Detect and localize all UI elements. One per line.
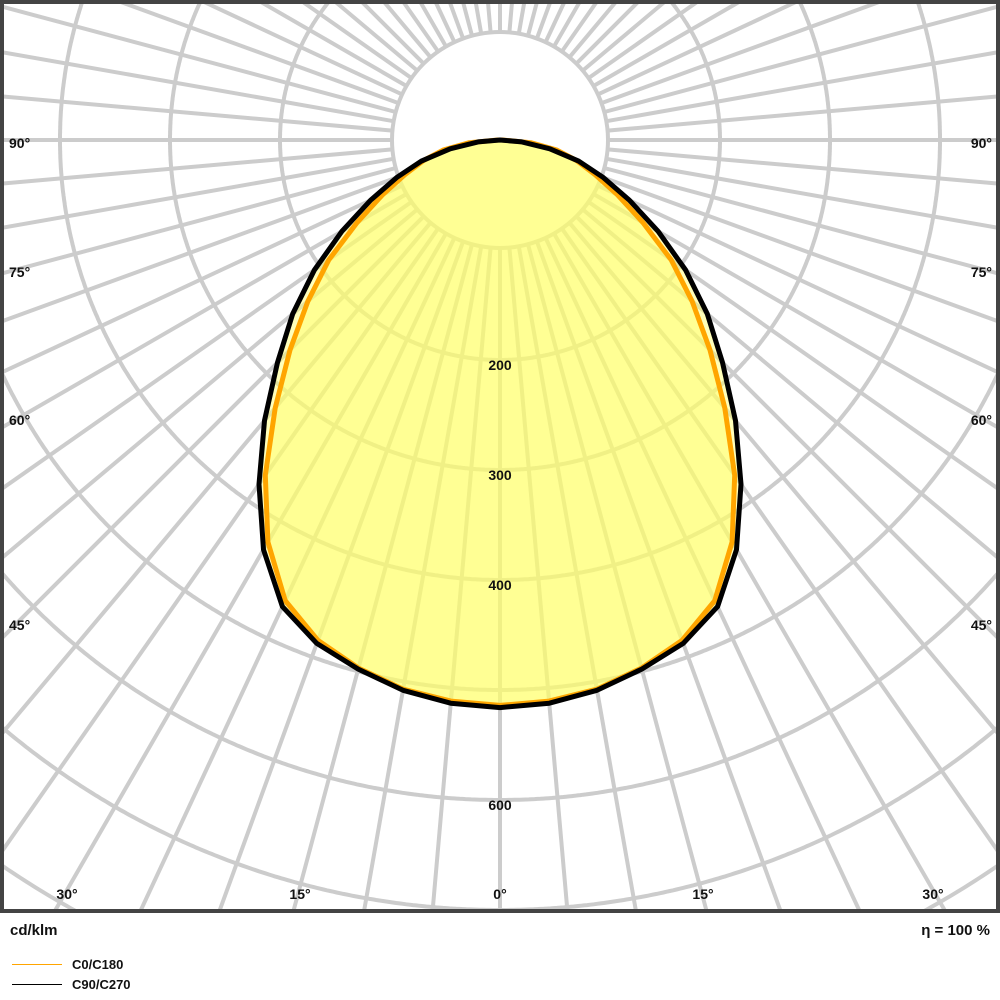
grid-spoke [600,0,886,105]
grid-ring [58,0,942,582]
legend-swatch-black [12,984,62,985]
grid-spoke [552,232,949,913]
grid-spoke [581,207,1000,562]
angle-tick-label: 30° [56,886,78,902]
grid-spoke [560,227,1000,856]
grid-spoke [535,240,784,913]
grid-spoke [516,0,527,34]
grid-spoke [51,232,448,913]
grid-spoke [432,0,457,43]
grid-spoke [137,237,457,913]
grid-ring [1,726,999,912]
radial-tick-label: 300 [488,467,512,483]
grid-spoke [256,0,408,88]
legend-label: C90/C270 [72,977,131,992]
angle-tick-label-right: 60° [970,412,992,428]
grid-spoke [331,0,419,73]
grid-spoke [574,214,1000,642]
grid-ring [168,0,832,472]
radial-tick-label: 200 [488,357,512,373]
grid-spoke [485,0,493,33]
series-fill [265,140,735,706]
grid-ring [0,369,1000,692]
angle-tick-label-left: 75° [9,264,31,280]
grid-spoke [473,0,484,34]
grid-spoke [0,200,413,492]
grid-spoke [526,243,710,913]
grid-spoke [380,0,433,59]
grid-spoke [447,0,465,40]
grid-ring [0,569,1000,802]
grid-spoke [0,214,426,642]
legend-label: C0/C180 [72,957,124,972]
grid-spoke [552,0,583,48]
grid-spoke [0,4,397,114]
grid-spoke [0,147,393,186]
grid-spoke [114,0,400,105]
legend-swatch-orange [12,964,62,965]
angle-tick-label-left: 90° [9,135,31,151]
radial-tick-label: 600 [488,797,512,813]
grid-spoke [600,175,1000,324]
grid-ring [0,863,1000,913]
grid-spoke [543,0,568,43]
grid-spoke [0,227,440,856]
frame-border [0,0,1000,913]
angle-tick-label: 0° [493,886,507,902]
grid-spoke [290,243,474,913]
grid-spoke [460,0,474,37]
unit-label: cd/klm [10,922,58,939]
grid-spoke [216,240,465,913]
grid-spoke [417,0,448,48]
grid-spoke [592,0,744,88]
grid-spoke [587,200,1000,492]
angle-tick-label: 15° [289,886,311,902]
legend-item-c90: C90/C270 [12,977,131,992]
efficiency-label: η = 100 % [921,922,990,939]
series-fill [259,140,741,708]
legend-item-c0: C0/C180 [12,957,123,972]
grid-spoke [543,237,863,913]
radial-tick-label: 400 [488,577,512,593]
grid-spoke [560,0,600,53]
angle-tick-label-left: 45° [9,617,31,633]
angle-tick-label-right: 75° [970,264,992,280]
angle-tick-label: 30° [922,886,944,902]
angle-tick-label-left: 60° [9,412,31,428]
series-line-c90-c270 [256,137,744,711]
grid-spoke [567,0,620,59]
grid-spoke [507,0,515,33]
grid-spoke [574,0,642,66]
grid-spoke [603,166,1000,276]
grid-spoke [526,0,540,37]
grid-spoke [607,94,1000,133]
curves [256,137,744,711]
grid-spoke [0,166,397,276]
grid-spoke [0,207,419,562]
grid-spoke [0,94,393,133]
grid-ring [278,0,722,362]
grid-spoke [535,0,553,40]
grid-spoke [603,4,1000,114]
angle-tick-label: 15° [692,886,714,902]
grid-spoke [607,147,1000,186]
grid-spoke [358,0,426,66]
angle-tick-label-right: 90° [970,135,992,151]
grid-spoke [581,0,669,73]
grid-spoke [0,175,400,324]
polar-diagram [0,0,1000,913]
grid-spoke [400,0,440,53]
angle-tick-label-right: 45° [970,617,992,633]
